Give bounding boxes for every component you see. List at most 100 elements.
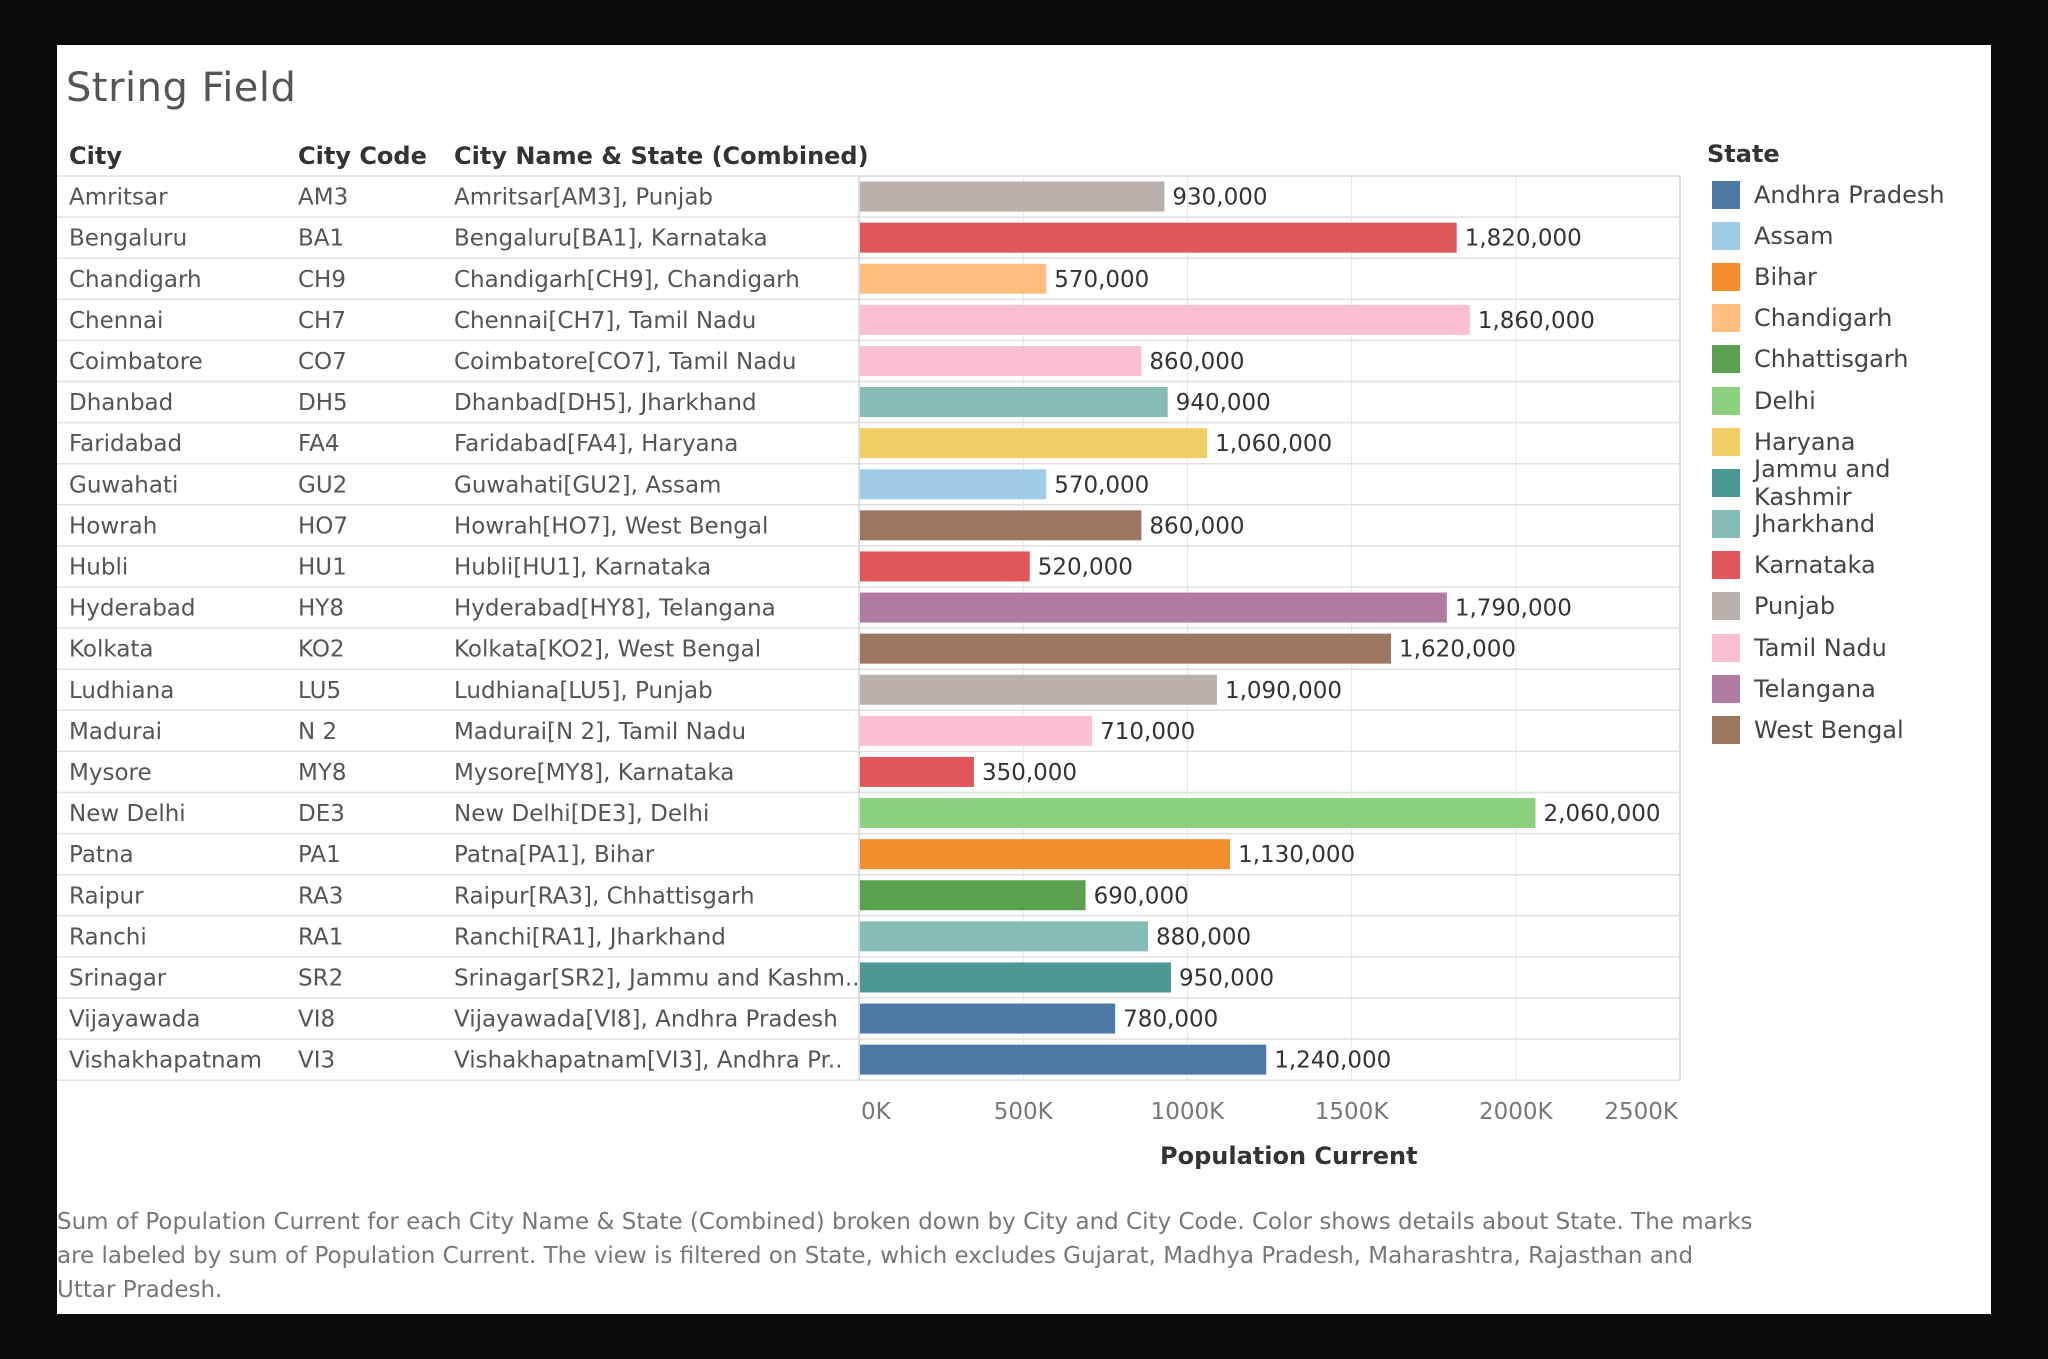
row-combined-label: Patna[PA1], Bihar (454, 842, 655, 868)
row-combined-label: Hyderabad[HY8], Telangana (454, 596, 776, 622)
row-combined-label: Vijayawada[VI8], Andhra Pradesh (454, 1007, 838, 1033)
bar (860, 181, 1165, 212)
bar (860, 880, 1086, 911)
legend-item[interactable]: Delhi (1707, 380, 1991, 421)
legend-item[interactable]: Tamil Nadu (1707, 627, 1991, 668)
bar (860, 304, 1470, 335)
legend-item[interactable]: Jammu and Kashmir (1707, 455, 1991, 511)
row-city-label: Coimbatore (69, 349, 203, 375)
bar (860, 510, 1142, 541)
row-combined-label: Ranchi[RA1], Jharkhand (454, 924, 726, 950)
row-city-label: Srinagar (69, 965, 167, 991)
bar (860, 1044, 1267, 1075)
bar-data-label: 950,000 (1179, 965, 1274, 991)
bar-data-label: 940,000 (1176, 390, 1271, 416)
legend-item[interactable]: Chandigarh (1707, 298, 1991, 339)
row-code-label: CH9 (298, 267, 346, 293)
legend-item[interactable]: Jharkhand (1707, 504, 1991, 545)
legend-item[interactable]: Karnataka (1707, 545, 1991, 586)
row-code-label: SR2 (298, 965, 343, 991)
row-combined-label: Vishakhapatnam[VI3], Andhra Pr.. (454, 1048, 843, 1074)
legend-swatch (1712, 674, 1740, 703)
row-combined-label: Kolkata[KO2], West Bengal (454, 637, 761, 663)
bar-data-label: 860,000 (1149, 349, 1244, 375)
bar-data-label: 1,090,000 (1225, 678, 1342, 704)
legend-label: Chhattisgarh (1754, 345, 1909, 374)
legend-swatch (1712, 468, 1740, 497)
row-city-label: Dhanbad (69, 390, 173, 416)
bar (860, 345, 1142, 376)
chart-caption: Sum of Population Current for each City … (57, 1209, 1753, 1303)
legend-swatch (1712, 592, 1740, 621)
row-city-label: Vishakhapatnam (69, 1048, 262, 1074)
row-combined-label: Madurai[N 2], Tamil Nadu (454, 719, 746, 745)
legend-label: Jammu and Kashmir (1754, 454, 1891, 511)
bar (860, 222, 1457, 253)
legend-item[interactable]: West Bengal (1707, 709, 1991, 750)
row-combined-label: Srinagar[SR2], Jammu and Kashm.. (454, 965, 860, 991)
bar (860, 551, 1030, 582)
legend-item[interactable]: Chhattisgarh (1707, 339, 1991, 380)
legend-label: West Bengal (1754, 716, 1904, 745)
row-code-label: BA1 (298, 226, 344, 252)
row-code-label: PA1 (298, 842, 341, 868)
legend-item[interactable]: Andhra Pradesh (1707, 174, 1991, 215)
legend-item[interactable]: Punjab (1707, 586, 1991, 627)
bar (860, 1003, 1116, 1034)
bar-data-label: 710,000 (1100, 719, 1195, 745)
bar-data-label: 690,000 (1094, 883, 1189, 909)
row-code-label: VI8 (298, 1007, 335, 1033)
chart-title: String Field (66, 65, 297, 111)
row-code-label: DH5 (298, 390, 348, 416)
x-axis-title: Population Current (1160, 1142, 1418, 1170)
row-combined-label: Faridabad[FA4], Haryana (454, 431, 738, 457)
legend-item[interactable]: Assam (1707, 215, 1991, 256)
bar-data-label: 1,240,000 (1274, 1048, 1391, 1074)
x-tick-label: 1500K (1315, 1099, 1390, 1125)
bar-data-label: 570,000 (1054, 472, 1149, 498)
row-city-label: Mysore (69, 760, 152, 786)
legend-label: Delhi (1754, 386, 1816, 415)
bar (860, 921, 1148, 952)
row-combined-label: Chandigarh[CH9], Chandigarh (454, 267, 800, 293)
legend-items: Andhra Pradesh Assam Bihar Chandigarh Chhatt… (1707, 174, 1991, 751)
bar-data-label: 1,860,000 (1478, 308, 1595, 334)
row-city-label: Howrah (69, 513, 157, 539)
row-city-label: Guwahati (69, 472, 178, 498)
row-code-label: HU1 (298, 554, 347, 580)
row-code-label: RA1 (298, 924, 343, 950)
bar (860, 428, 1208, 459)
row-combined-label: Dhanbad[DH5], Jharkhand (454, 390, 757, 416)
legend-item[interactable]: Haryana (1707, 421, 1991, 462)
row-code-label: VI3 (298, 1048, 335, 1074)
bar (860, 592, 1447, 623)
column-header-city: City (69, 142, 122, 170)
legend-label: Bihar (1754, 262, 1817, 291)
row-code-label: GU2 (298, 472, 347, 498)
bar-data-label: 1,820,000 (1465, 226, 1582, 252)
x-tick-label: 0K (861, 1099, 892, 1125)
bar-data-label: 930,000 (1172, 185, 1267, 211)
bar-data-label: 1,790,000 (1455, 596, 1572, 622)
legend-swatch (1712, 427, 1740, 456)
x-tick-label: 1000K (1151, 1099, 1226, 1125)
legend-swatch (1712, 386, 1740, 415)
legend-item[interactable]: Telangana (1707, 668, 1991, 709)
row-city-label: Ludhiana (69, 678, 174, 704)
legend-swatch (1712, 633, 1740, 662)
bar-data-label: 880,000 (1156, 924, 1251, 950)
row-code-label: HO7 (298, 513, 348, 539)
column-header-city-code: City Code (298, 142, 427, 170)
legend-swatch (1712, 262, 1740, 291)
bar-data-label: 520,000 (1038, 554, 1133, 580)
row-combined-label: Hubli[HU1], Karnataka (454, 554, 711, 580)
row-combined-label: Guwahati[GU2], Assam (454, 472, 721, 498)
row-code-label: HY8 (298, 596, 344, 622)
legend-label: Jharkhand (1754, 510, 1876, 539)
chart-card: String Field City City Code City Name & … (57, 45, 1991, 1314)
legend-item[interactable]: Bihar (1707, 256, 1991, 297)
legend-label: Haryana (1754, 427, 1856, 456)
bar (860, 756, 974, 787)
row-combined-label: New Delhi[DE3], Delhi (454, 801, 709, 827)
row-combined-label: Raipur[RA3], Chhattisgarh (454, 883, 755, 909)
